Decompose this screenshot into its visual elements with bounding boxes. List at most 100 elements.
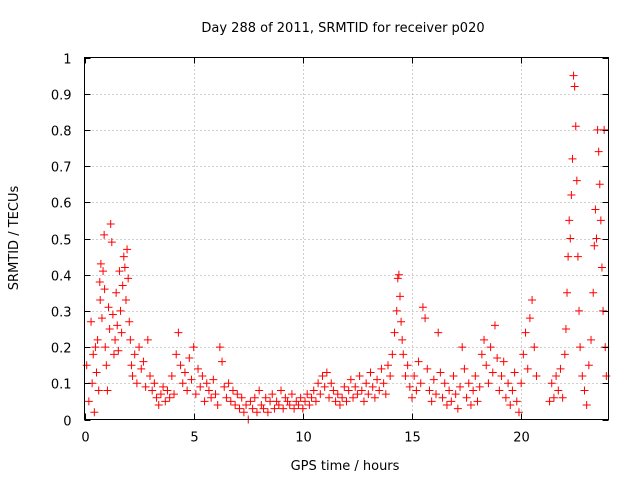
data-point	[418, 303, 427, 312]
data-point	[497, 372, 506, 381]
data-point	[329, 386, 338, 395]
data-point	[338, 393, 347, 402]
data-point	[194, 364, 203, 373]
data-point	[94, 386, 103, 395]
data-point	[202, 379, 211, 388]
data-point	[274, 401, 283, 410]
data-point	[388, 350, 397, 359]
data-point	[135, 343, 144, 352]
data-point	[521, 328, 530, 337]
data-point	[364, 390, 373, 399]
data-point	[584, 361, 593, 370]
plot-frame	[84, 57, 609, 420]
data-point	[582, 401, 591, 410]
data-point	[211, 390, 220, 399]
data-point	[486, 343, 495, 352]
data-point	[346, 375, 355, 384]
data-point	[570, 82, 579, 91]
data-point	[218, 357, 227, 366]
x-tick-label: 20	[513, 431, 530, 446]
data-point	[290, 404, 299, 413]
y-tick-label: 0.1	[51, 378, 72, 393]
data-point	[528, 296, 537, 305]
data-point	[564, 252, 573, 261]
data-point	[357, 386, 366, 395]
data-point	[128, 372, 137, 381]
y-tick-label: 0.2	[51, 342, 72, 357]
data-point	[488, 368, 497, 377]
data-point	[126, 335, 135, 344]
data-point	[242, 401, 251, 410]
data-point	[333, 390, 342, 399]
data-point	[200, 397, 209, 406]
data-point	[263, 408, 272, 417]
data-point	[250, 393, 259, 402]
data-point	[344, 386, 353, 395]
y-tick-label: 0.6	[51, 197, 72, 212]
data-point	[414, 357, 423, 366]
data-point	[469, 386, 478, 395]
data-point	[447, 397, 456, 406]
data-point	[482, 361, 491, 370]
data-point	[119, 252, 128, 261]
data-point	[381, 390, 390, 399]
data-point	[198, 372, 207, 381]
data-point	[510, 368, 519, 377]
y-tick-label: 0	[63, 415, 71, 430]
data-point	[314, 379, 323, 388]
data-point	[484, 379, 493, 388]
data-point	[125, 317, 134, 326]
data-point	[506, 401, 515, 410]
data-point	[386, 372, 395, 381]
data-point	[514, 408, 523, 417]
grid-lines	[84, 57, 609, 420]
data-point	[112, 288, 121, 297]
data-point	[580, 386, 589, 395]
data-point	[191, 390, 200, 399]
data-point	[390, 328, 399, 337]
data-point	[167, 372, 176, 381]
x-tick-label: 15	[404, 431, 421, 446]
data-point	[161, 397, 170, 406]
data-point	[189, 343, 198, 352]
data-point	[226, 397, 235, 406]
data-point	[549, 393, 558, 402]
data-point	[303, 390, 312, 399]
data-point	[359, 397, 368, 406]
data-point	[351, 382, 360, 391]
data-point	[397, 317, 406, 326]
data-point	[554, 386, 563, 395]
data-point	[327, 379, 336, 388]
data-point	[185, 353, 194, 362]
data-point	[600, 125, 609, 134]
data-point	[292, 397, 301, 406]
data-point	[383, 361, 392, 370]
data-point	[578, 372, 587, 381]
data-point	[231, 401, 240, 410]
data-point	[118, 281, 127, 290]
data-point	[224, 379, 233, 388]
data-point	[432, 390, 441, 399]
data-point	[87, 317, 96, 326]
data-point	[366, 368, 375, 377]
data-point	[569, 71, 578, 80]
data-point	[471, 372, 480, 381]
data-point	[150, 379, 159, 388]
data-point	[445, 386, 454, 395]
data-point	[105, 325, 114, 333]
data-point	[466, 401, 475, 410]
data-point	[176, 361, 185, 370]
data-point	[349, 393, 358, 402]
data-point	[307, 393, 316, 402]
y-tick-label: 0.8	[51, 125, 72, 140]
data-point	[261, 393, 270, 402]
data-point	[429, 375, 438, 384]
data-point	[392, 306, 401, 315]
data-point	[427, 397, 436, 406]
data-point	[401, 372, 410, 381]
data-point	[259, 404, 268, 413]
data-point	[504, 379, 513, 388]
data-point	[156, 390, 165, 399]
x-tick-label: 10	[295, 431, 312, 446]
